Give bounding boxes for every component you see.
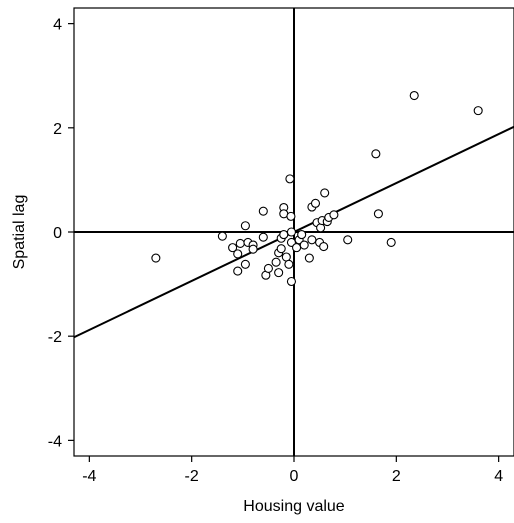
data-point (286, 227, 296, 237)
data-point (248, 244, 258, 254)
data-point (235, 238, 245, 249)
data-point (240, 259, 250, 269)
data-point (329, 210, 339, 220)
x-tick-label: 0 (290, 468, 299, 485)
data-point (343, 235, 353, 245)
data-point (279, 230, 289, 240)
data-point (285, 174, 295, 184)
data-point (233, 249, 243, 259)
x-axis-label: Housing value (243, 498, 345, 515)
data-point (284, 259, 294, 269)
ticks-layer: -4 -2 0 2 4 -4 -2 0 2 4 (48, 17, 503, 485)
data-point (386, 237, 396, 247)
data-point (371, 149, 381, 159)
data-point (258, 232, 268, 242)
data-point (320, 188, 330, 198)
points-layer (151, 90, 483, 287)
x-tick-label: -4 (82, 468, 96, 485)
data-point (307, 235, 317, 245)
y-tick-label: 0 (53, 225, 62, 242)
data-point (299, 240, 309, 250)
data-point (228, 243, 238, 253)
data-point (286, 276, 296, 287)
y-axis-label: Spatial lag (11, 195, 28, 270)
data-point (286, 211, 296, 221)
data-point (373, 209, 383, 219)
x-tick-label: 2 (392, 468, 401, 485)
y-tick-label: -2 (48, 329, 62, 346)
data-point (258, 206, 268, 216)
y-tick-label: 4 (53, 17, 62, 34)
data-point (304, 253, 314, 263)
data-point (297, 230, 307, 240)
data-point (151, 253, 161, 263)
y-tick-label: -4 (48, 433, 62, 450)
data-point (292, 243, 302, 253)
data-point (316, 223, 326, 233)
data-point (233, 266, 243, 276)
data-point (240, 221, 250, 231)
data-point (263, 263, 273, 274)
data-point (274, 268, 284, 278)
data-point (217, 231, 227, 241)
y-tick-label: 2 (53, 121, 62, 138)
data-point (276, 244, 286, 254)
x-tick-label: -2 (185, 468, 199, 485)
data-point (271, 257, 281, 267)
data-point (473, 106, 483, 116)
x-tick-label: 4 (494, 468, 503, 485)
data-point (409, 90, 419, 101)
data-point (310, 198, 321, 208)
data-point (319, 242, 329, 252)
